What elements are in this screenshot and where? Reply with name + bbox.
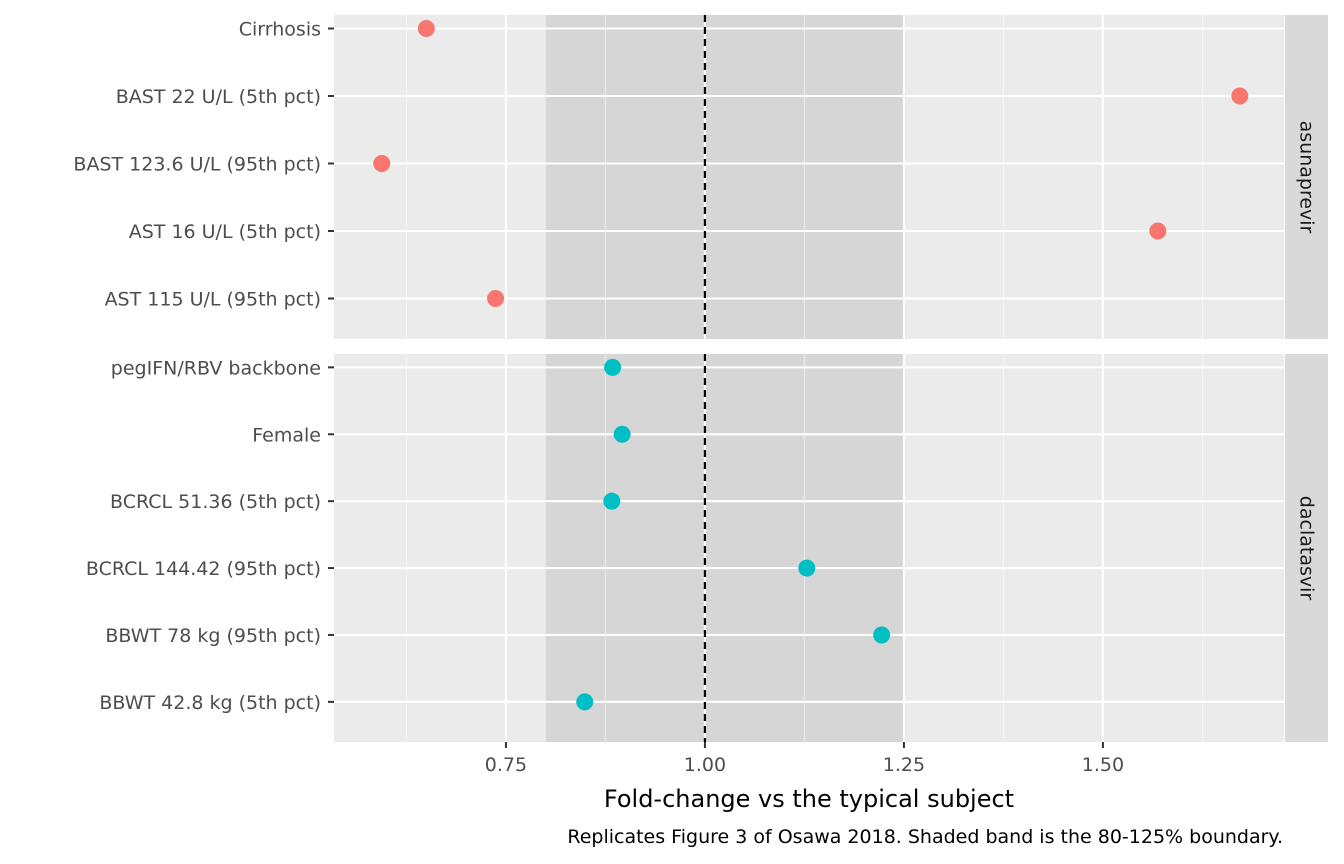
y-tick-label: AST 16 U/L (5th pct) — [129, 221, 321, 243]
data-point — [576, 693, 594, 711]
y-tick-label: BAST 22 U/L (5th pct) — [116, 86, 321, 108]
facet-strip — [1285, 15, 1328, 339]
data-point — [604, 358, 622, 376]
panel-asunaprevir: Cirrhosis BAST 22 U/L (5th pct) BAST 123.6… — [73, 15, 1328, 339]
data-point — [373, 155, 391, 172]
y-tick-label: pegIFN/RBV backbone — [111, 357, 321, 379]
x-tick-label: 1.00 — [684, 754, 726, 776]
facet-strip-label: daclatasvir — [1296, 496, 1318, 601]
panel-daclatasvir: pegIFN/RBV backbone Female BCRCL 51.36 (5t… — [86, 354, 1328, 742]
shaded-band — [545, 15, 904, 339]
shaded-band — [545, 354, 904, 742]
y-tick-label: BBWT 78 kg (95th pct) — [105, 625, 321, 647]
data-point — [603, 492, 621, 510]
facet-strip — [1285, 354, 1328, 742]
y-tick-label: BAST 123.6 U/L (95th pct) — [73, 154, 321, 176]
x-tick-label: 1.50 — [1082, 754, 1124, 776]
y-tick-label: Female — [252, 424, 321, 446]
data-point — [1231, 87, 1249, 105]
x-axis: 0.75 1.00 1.25 1.50 — [485, 742, 1124, 776]
y-tick-label: Cirrhosis — [239, 19, 321, 41]
data-point — [417, 20, 435, 37]
data-point — [487, 290, 505, 307]
data-point — [613, 425, 631, 443]
data-point — [1149, 222, 1167, 240]
y-tick-label: BBWT 42.8 kg (5th pct) — [99, 692, 321, 714]
y-tick-label: BCRCL 144.42 (95th pct) — [86, 558, 321, 580]
y-tick-label: BCRCL 51.36 (5th pct) — [110, 491, 321, 513]
x-axis-title: Fold-change vs the typical subject — [604, 785, 1014, 813]
chart-caption: Replicates Figure 3 of Osawa 2018. Shade… — [567, 826, 1283, 848]
data-point — [798, 559, 816, 577]
panels-layer: Cirrhosis BAST 22 U/L (5th pct) BAST 123.6… — [73, 15, 1328, 742]
x-tick-label: 1.25 — [883, 754, 925, 776]
y-tick-label: AST 115 U/L (95th pct) — [105, 289, 321, 311]
data-point — [873, 626, 891, 644]
x-tick-label: 0.75 — [485, 754, 527, 776]
facet-strip-label: asunaprevir — [1296, 121, 1318, 234]
